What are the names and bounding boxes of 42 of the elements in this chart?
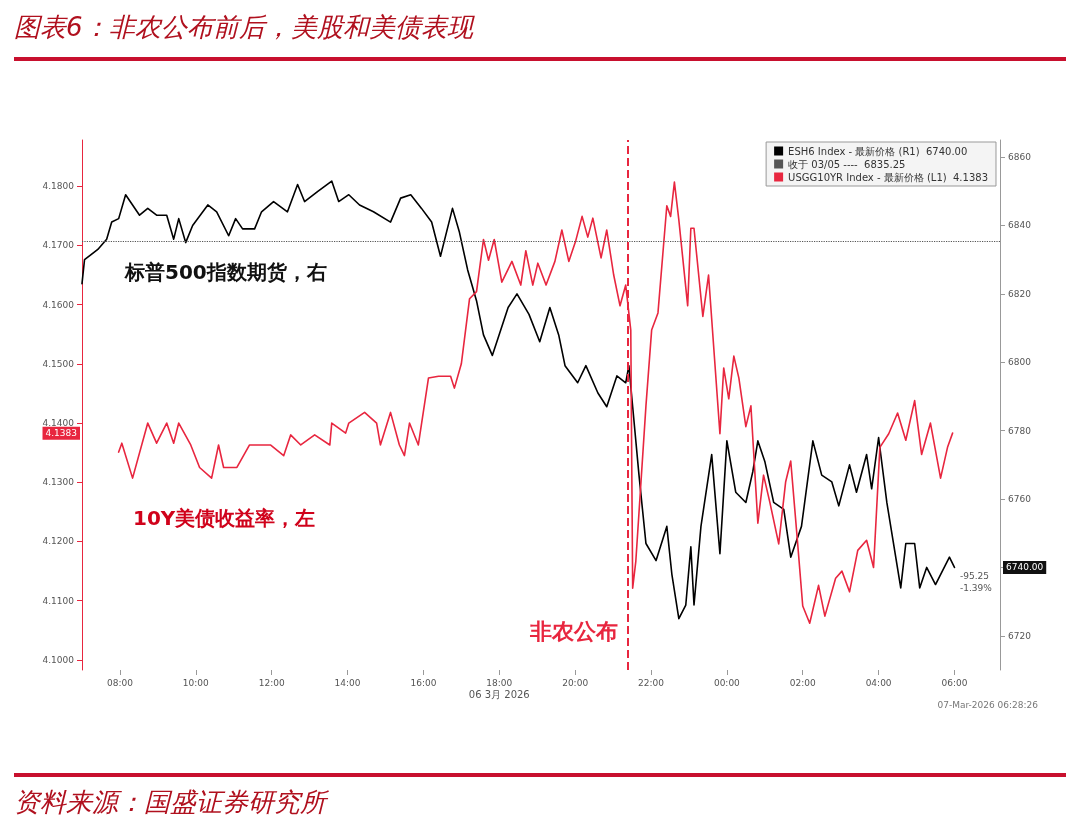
text: 06 3月 2026 xyxy=(468,688,530,700)
y2-tick-label: 6760 xyxy=(1008,494,1032,505)
y-tick-label: 4.1300 xyxy=(42,477,75,488)
y2-tick-label: 6800 xyxy=(1008,357,1032,368)
y-tick-label: 4.1400 xyxy=(42,418,75,429)
x-tick-label: 04:00 xyxy=(865,677,892,688)
x-tick-label: 00:00 xyxy=(713,677,741,688)
chart-title: 图表6：非农公布前后，美股和美债表现 xyxy=(14,10,1066,61)
legend-label: USGG10YR Index - 最新价格 (L1) 4.1383 xyxy=(788,171,989,183)
text: 资料来源：国盛证券研究所 xyxy=(14,773,1066,820)
annotation: -1.39% xyxy=(960,582,993,593)
y2-tick-label: 6860 xyxy=(1008,152,1032,163)
annotation: 标普500指数期货，右 xyxy=(124,260,327,284)
x-tick-label: 06:00 xyxy=(941,677,968,688)
y2-tick-label: 6840 xyxy=(1008,220,1032,231)
x-tick-label: 22:00 xyxy=(638,677,665,688)
ref-line-label: 非农公布 xyxy=(529,618,619,644)
legend-label: 收于 03/05 ---- 6835.25 xyxy=(788,158,906,170)
legend-label: ESH6 Index - 最新价格 (R1) 6740.00 xyxy=(788,145,968,157)
y2-tick-label: 6820 xyxy=(1008,288,1032,299)
x-tick-label: 20:00 xyxy=(562,677,589,688)
text: 4.1383 xyxy=(45,428,77,439)
y2-tick-label: 6780 xyxy=(1008,425,1032,436)
x-tick-label: 14:00 xyxy=(334,677,361,688)
y-tick-label: 4.1100 xyxy=(42,595,75,606)
x-tick-label: 18:00 xyxy=(486,677,513,688)
annotation: 10Y美债收益率，左 xyxy=(133,506,316,530)
y2-tick-label: 6720 xyxy=(1008,630,1032,641)
y-tick-label: 4.1800 xyxy=(42,181,75,192)
text: 6740.00 xyxy=(1006,562,1044,573)
annotation: -95.25 xyxy=(960,570,990,581)
x-tick-label: 16:00 xyxy=(410,677,437,688)
y-tick-label: 4.1600 xyxy=(42,299,75,310)
x-tick-label: 12:00 xyxy=(258,677,285,688)
x-tick-label: 02:00 xyxy=(789,677,816,688)
x-tick-label: 08:00 xyxy=(106,677,134,688)
x-tick-label: 10:00 xyxy=(182,677,210,688)
y-tick-label: 4.1000 xyxy=(42,654,75,665)
y-tick-label: 4.1200 xyxy=(42,536,75,547)
y-tick-label: 4.1700 xyxy=(42,240,75,251)
text: 07-Mar-2026 06:28:26 xyxy=(937,699,1039,710)
y-tick-label: 4.1500 xyxy=(42,358,75,369)
